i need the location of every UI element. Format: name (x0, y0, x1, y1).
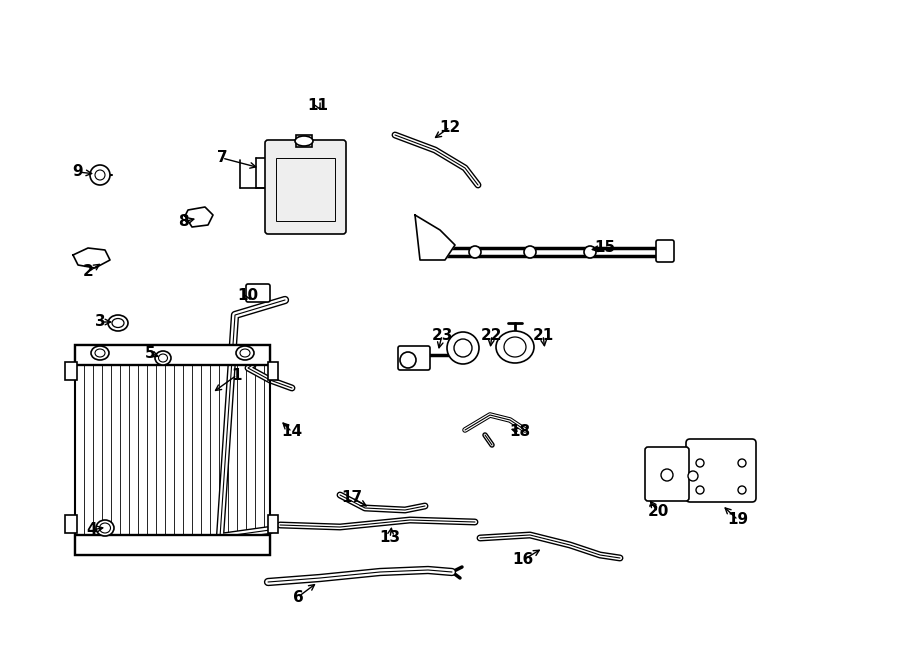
Text: 6: 6 (292, 590, 303, 605)
Bar (268, 515, 278, 533)
FancyBboxPatch shape (246, 284, 270, 302)
Text: 14: 14 (282, 424, 302, 440)
Circle shape (90, 165, 110, 185)
Ellipse shape (295, 136, 313, 146)
FancyBboxPatch shape (656, 240, 674, 262)
Bar (296, 135, 312, 147)
Bar (276, 158, 335, 221)
Polygon shape (415, 215, 455, 260)
Circle shape (469, 246, 481, 258)
Circle shape (688, 471, 698, 481)
Ellipse shape (91, 346, 109, 360)
Text: 15: 15 (594, 241, 616, 256)
Ellipse shape (155, 351, 171, 365)
Ellipse shape (236, 346, 254, 360)
Text: 22: 22 (482, 327, 503, 342)
Text: 19: 19 (727, 512, 749, 527)
Text: 9: 9 (73, 165, 84, 180)
FancyBboxPatch shape (686, 439, 756, 502)
FancyBboxPatch shape (265, 140, 346, 234)
Text: 3: 3 (94, 315, 105, 329)
Circle shape (400, 352, 416, 368)
FancyBboxPatch shape (645, 447, 689, 501)
Text: 18: 18 (509, 424, 531, 440)
Bar (268, 362, 278, 380)
Text: 11: 11 (308, 98, 328, 112)
Text: 21: 21 (533, 327, 554, 342)
Circle shape (524, 246, 536, 258)
Polygon shape (185, 207, 213, 227)
Text: 12: 12 (439, 120, 461, 134)
Text: 4: 4 (86, 522, 97, 537)
Polygon shape (73, 248, 110, 268)
Text: 16: 16 (512, 553, 534, 568)
Bar (65, 362, 77, 380)
Text: 17: 17 (341, 490, 363, 506)
Bar (75, 345, 270, 555)
Ellipse shape (496, 331, 534, 363)
Ellipse shape (96, 520, 114, 536)
Text: 7: 7 (217, 151, 228, 165)
Bar (75, 345, 270, 365)
Text: 20: 20 (647, 504, 669, 520)
Ellipse shape (108, 315, 128, 331)
Text: 5: 5 (145, 346, 156, 360)
Bar (65, 515, 77, 533)
Circle shape (584, 246, 596, 258)
Circle shape (447, 332, 479, 364)
Text: 2: 2 (83, 264, 94, 280)
Bar (75, 535, 270, 555)
FancyBboxPatch shape (398, 346, 430, 370)
Text: 13: 13 (380, 531, 400, 545)
Text: 23: 23 (431, 327, 453, 342)
Text: 10: 10 (238, 288, 258, 303)
Text: 8: 8 (177, 215, 188, 229)
Text: 1: 1 (232, 368, 242, 383)
